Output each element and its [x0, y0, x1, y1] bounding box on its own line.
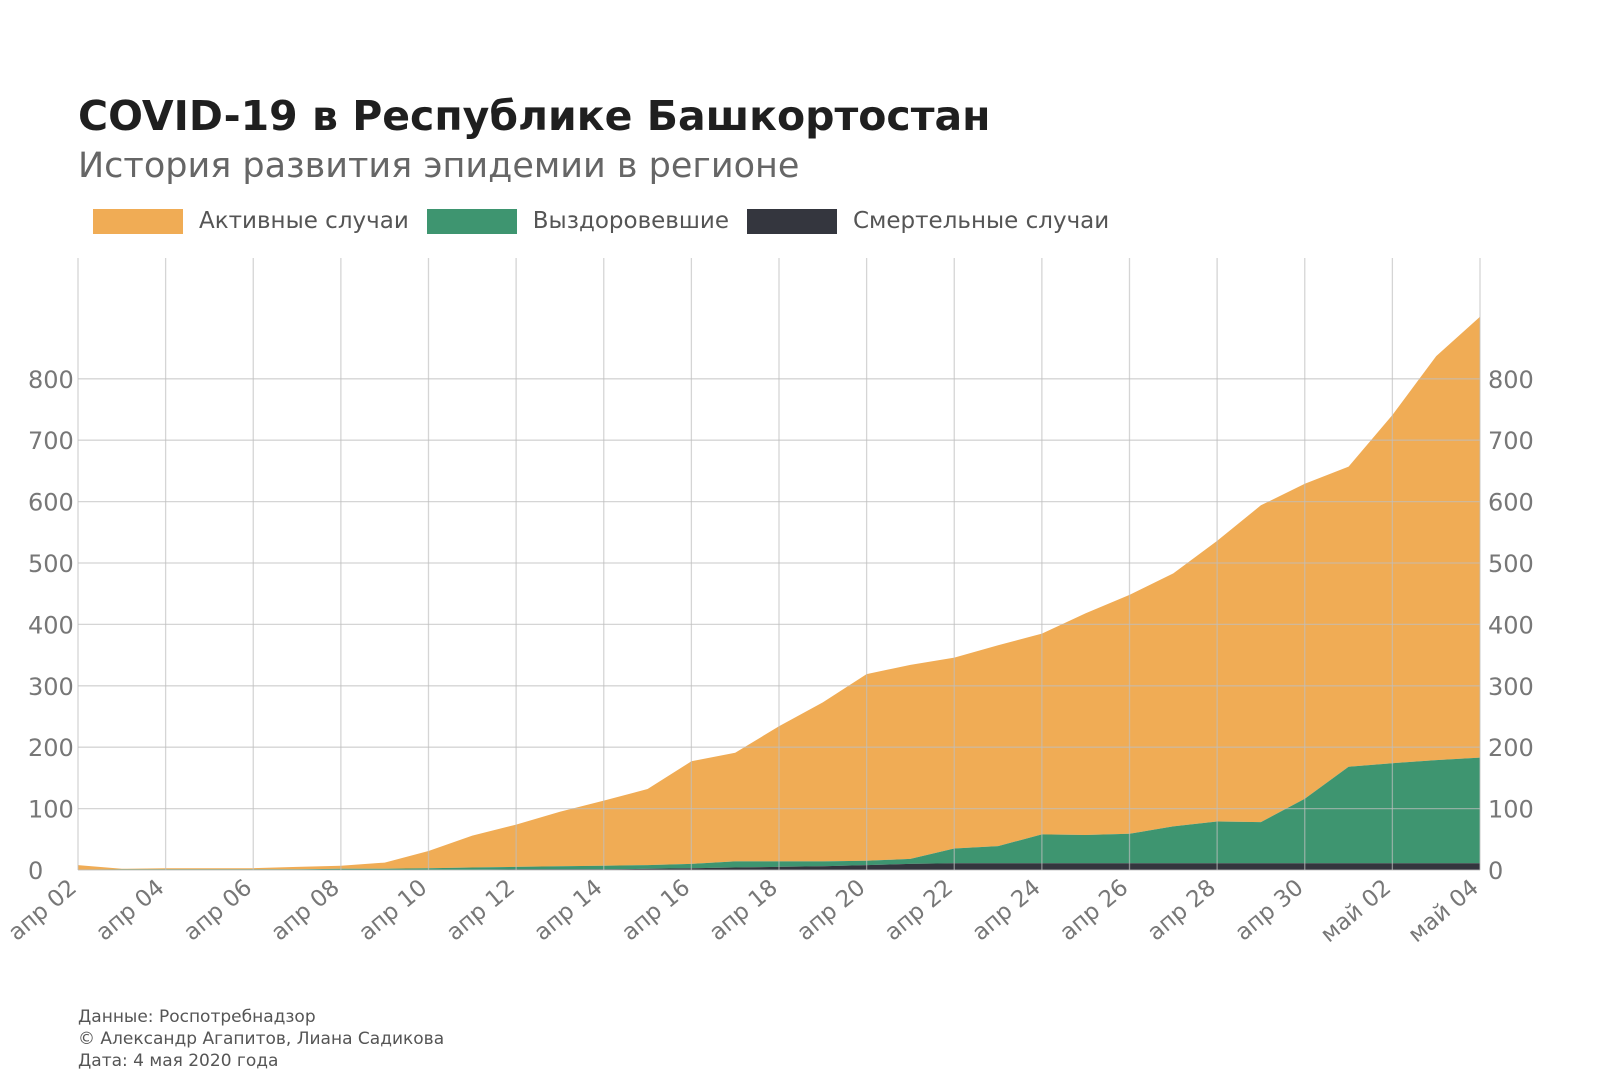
y-tick-label-right: 600: [1488, 489, 1534, 517]
x-tick-label: апр 10: [354, 875, 432, 947]
x-tick-label: апр 20: [792, 875, 870, 947]
y-tick-label-left: 500: [28, 550, 74, 578]
y-tick-label-left: 200: [28, 734, 74, 762]
x-tick-label: май 04: [1404, 875, 1484, 948]
y-tick-label-left: 300: [28, 673, 74, 701]
x-tick-label: май 02: [1316, 875, 1396, 948]
y-tick-label-right: 400: [1488, 611, 1534, 639]
y-tick-label-right: 200: [1488, 734, 1534, 762]
chart-title: COVID-19 в Республике Башкортостан: [78, 92, 991, 140]
x-tick-label: апр 14: [529, 875, 607, 947]
legend-item-deaths: Смертельные случаи: [747, 208, 1109, 234]
y-tick-label-right: 500: [1488, 550, 1534, 578]
legend-label-deaths: Смертельные случаи: [853, 208, 1110, 234]
x-tick-label: апр 22: [880, 875, 958, 947]
x-tick-label: апр 18: [705, 875, 783, 947]
legend: Активные случаи Выздоровевшие Смертельны…: [93, 208, 1127, 234]
x-tick-label: апр 28: [1143, 875, 1221, 947]
legend-label-recovered: Выздоровевшие: [532, 208, 729, 234]
y-tick-label-right: 0: [1488, 857, 1503, 885]
stacked-area-chart: 0 0 100 100 200 200 300 300 400 400 500 500 600 600 70…: [4, 258, 1534, 948]
y-tick-label-right: 100: [1488, 796, 1534, 824]
x-tick-label: апр 26: [1055, 875, 1133, 947]
y-tick-label-right: 300: [1488, 673, 1534, 701]
y-tick-label-right: 800: [1488, 366, 1534, 394]
y-tick-label-left: 100: [28, 796, 74, 824]
legend-item-recovered: Выздоровевшие: [426, 208, 729, 234]
chart-subtitle: История развития эпидемии в регионе: [78, 146, 800, 186]
credits-authors: © Александр Агапитов, Лиана Садикова: [78, 1029, 445, 1049]
legend-label-active: Активные случаи: [199, 208, 409, 234]
y-tick-label-left: 0: [28, 857, 43, 885]
x-tick-label: апр 06: [179, 875, 257, 947]
legend-item-active: Активные случаи: [93, 208, 409, 234]
y-tick-label-right: 700: [1488, 427, 1534, 455]
legend-swatch-recovered: [426, 208, 517, 234]
credits-source: Данные: Роспотребнадзор: [78, 1007, 316, 1027]
x-tick-label: апр 12: [442, 875, 520, 947]
y-tick-label-left: 400: [28, 611, 74, 639]
x-tick-label: апр 08: [266, 875, 344, 947]
x-tick-label: апр 24: [967, 875, 1045, 947]
x-tick-label: апр 30: [1230, 875, 1308, 947]
x-tick-label: апр 02: [4, 875, 82, 947]
y-tick-label-left: 600: [28, 489, 74, 517]
y-tick-label-left: 800: [28, 366, 74, 394]
legend-swatch-active: [93, 208, 183, 234]
x-tick-label: апр 04: [91, 875, 169, 947]
credits: Данные: Роспотребнадзор © Александр Агап…: [78, 1006, 444, 1072]
y-tick-label-left: 700: [28, 427, 74, 455]
legend-swatch-deaths: [747, 208, 837, 234]
x-tick-label: апр 16: [617, 875, 695, 947]
credits-date: Дата: 4 мая 2020 года: [78, 1051, 279, 1071]
